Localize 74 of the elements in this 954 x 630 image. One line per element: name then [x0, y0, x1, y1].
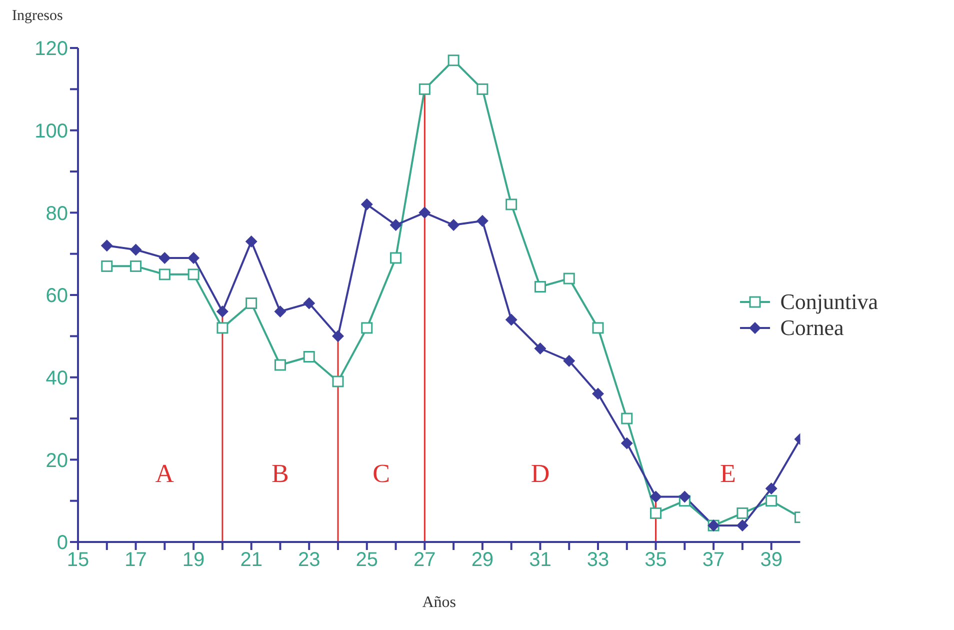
y-axis-title: Ingresos	[12, 8, 63, 25]
x-tick-label: 21	[240, 549, 262, 572]
point	[650, 507, 662, 519]
annotation: A	[155, 459, 174, 488]
point	[448, 219, 460, 232]
point	[678, 490, 691, 503]
point	[303, 297, 316, 310]
x-tick-label: 23	[298, 549, 320, 572]
point	[188, 268, 200, 280]
point	[360, 198, 373, 210]
y-tick-label: 20	[46, 450, 68, 472]
point	[563, 272, 575, 284]
legend-label: Cornea	[780, 315, 844, 341]
point	[476, 83, 488, 95]
point	[448, 54, 460, 66]
x-tick-label: 33	[586, 549, 610, 572]
y-tick-label: 80	[46, 202, 68, 225]
point	[390, 219, 402, 232]
point	[650, 490, 662, 503]
point	[158, 268, 170, 280]
point	[766, 495, 778, 507]
point	[592, 388, 604, 400]
x-tick-label: 39	[760, 549, 782, 572]
y-tick-label: 40	[46, 367, 68, 390]
x-axis-title: Años	[422, 594, 456, 611]
point	[736, 520, 748, 532]
point	[361, 322, 373, 334]
x-tick-label: 29	[471, 549, 494, 572]
point	[592, 322, 604, 334]
point	[505, 314, 518, 326]
annotation: D	[530, 459, 550, 488]
y-tick-label: 120	[34, 38, 68, 60]
x-tick-label: 27	[414, 549, 436, 572]
point	[332, 330, 344, 342]
x-tick-label: 17	[124, 549, 147, 572]
x-tick-label: 19	[182, 549, 205, 572]
point	[418, 206, 431, 219]
point	[130, 260, 142, 272]
point	[506, 198, 518, 210]
x-tick-label: 37	[702, 549, 725, 572]
point	[216, 305, 228, 318]
point	[390, 252, 402, 264]
point	[620, 437, 633, 450]
point	[274, 305, 286, 318]
point	[246, 297, 258, 309]
annotation: B	[272, 459, 289, 488]
legend-label: Conjuntiva	[780, 289, 878, 315]
point	[476, 214, 488, 227]
point	[621, 412, 633, 424]
point	[418, 83, 430, 95]
point	[245, 235, 258, 248]
y-tick-label: 0	[56, 532, 68, 554]
x-tick-label: 25	[356, 549, 378, 572]
annotation: E	[720, 459, 736, 488]
point	[188, 252, 200, 264]
annotation: C	[372, 459, 390, 488]
point	[534, 281, 546, 293]
x-tick-label: 31	[529, 549, 552, 572]
point	[158, 252, 171, 264]
point	[101, 260, 113, 272]
point	[274, 359, 286, 371]
point	[332, 376, 344, 388]
point	[765, 482, 778, 494]
point	[736, 507, 748, 519]
point	[130, 244, 142, 256]
y-tick-label: 100	[34, 120, 68, 142]
x-tick-label: 35	[644, 549, 667, 572]
point	[216, 322, 228, 334]
x-tick-label: 15	[66, 549, 90, 572]
y-tick-label: 60	[46, 285, 68, 308]
point	[563, 354, 576, 367]
point	[303, 351, 315, 362]
point	[534, 342, 546, 355]
point	[100, 240, 113, 252]
